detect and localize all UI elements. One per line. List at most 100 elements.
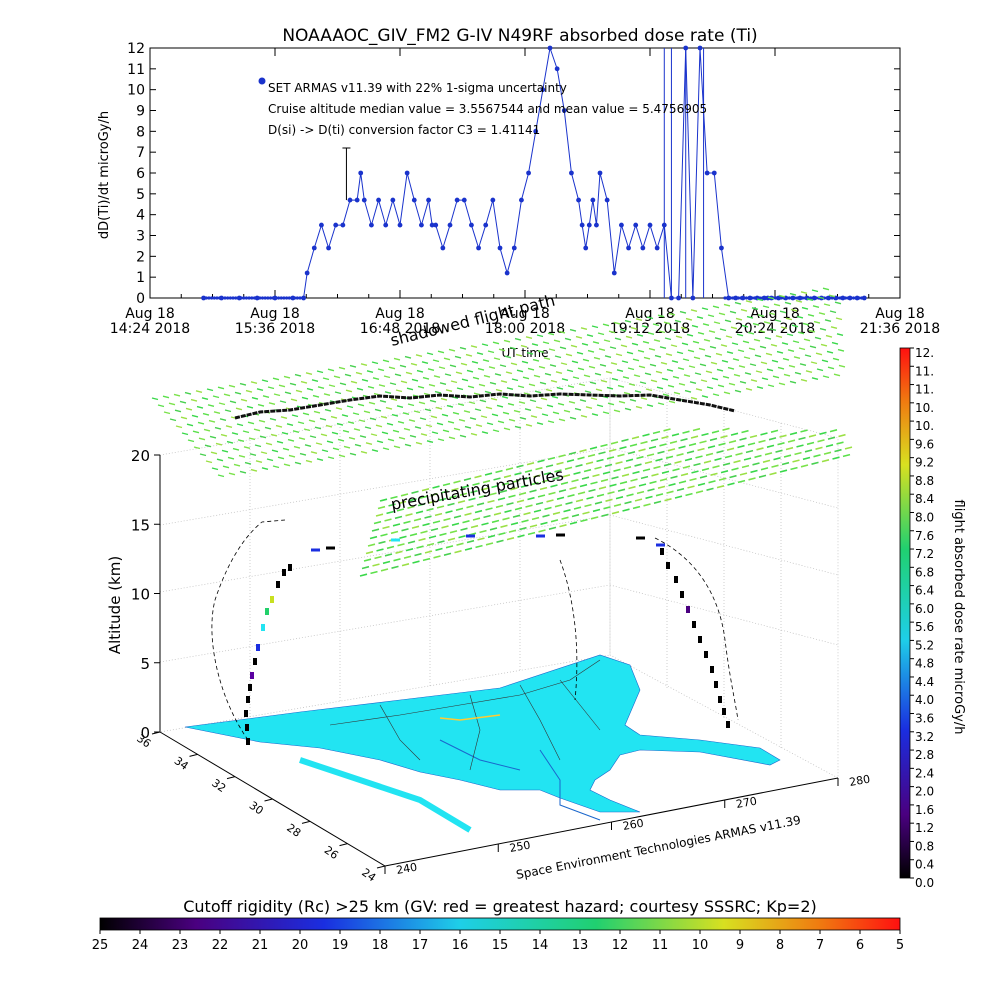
particle-arrow [406,387,414,391]
particle-arrow [642,468,651,472]
particle-arrow [666,368,674,372]
particle-arrow [514,472,522,476]
particle-arrow [811,461,819,465]
lat-tick [339,843,348,847]
particle-arrow [337,438,345,442]
particle-arrow [559,346,567,350]
particle-arrow [476,502,485,506]
particle-arrow [195,390,203,393]
particle-arrow [489,492,497,496]
particle-arrow [803,338,811,342]
longitude-ticks: 240 250 260 270 280 [384,773,871,877]
particle-arrow [300,380,308,384]
particle-arrow [484,390,492,394]
particle-arrow [688,365,696,369]
particle-arrow [518,492,527,496]
track-segment [246,696,250,703]
particle-arrow [439,532,447,537]
particle-arrow [658,330,666,334]
particle-arrow [238,454,246,458]
data-point [752,296,757,300]
data-point [319,222,324,228]
lat-tick-label: 34 [172,754,191,773]
z-tick-label: 5 [140,655,150,673]
particle-arrow [734,301,742,305]
particle-arrow [437,540,445,544]
particle-arrow [550,519,559,523]
particle-arrow [649,480,657,485]
annotation-text: Cruise altitude median value = 3.5567544… [268,102,707,116]
particle-arrow [729,474,737,479]
dose-colorbar-ticks: 0.0 0.4 0.8 1.2 1.6 2.0 2.4 2.8 3.2 3.6 4.0 4.4 4.8 5… [910,346,934,890]
data-point [268,296,273,300]
particle-arrow [354,443,362,447]
particle-arrow [520,344,528,348]
particle-arrow [787,349,795,352]
particle-arrow [396,508,405,512]
particle-arrow [671,433,680,437]
particle-arrow [448,436,456,440]
particle-arrow [420,433,428,436]
particle-arrow [380,415,388,419]
particle-arrow [277,456,285,460]
particle-arrow [349,364,357,368]
particle-arrow [566,369,574,373]
particle-arrow [393,445,401,449]
particle-arrow [642,433,650,437]
particle-arrow [506,502,514,506]
particle-arrow [602,323,610,327]
particle-arrow [652,323,660,327]
particle-arrow [584,390,592,394]
data-point [210,296,214,300]
particle-arrow [217,386,225,390]
particle-arrow [514,337,522,341]
particle-arrow [426,440,434,443]
particle-arrow [257,403,265,407]
data-point [483,222,489,228]
particle-arrow [407,540,416,544]
particle-arrow [495,504,504,509]
particle-arrow [437,350,445,354]
data-point [597,170,603,176]
particle-arrow [414,552,422,557]
particle-arrow [695,388,703,391]
particle-arrow [556,386,564,390]
data-point [201,296,206,300]
particle-arrow [367,385,375,389]
particle-arrow [832,456,840,460]
particle-arrow [743,356,751,360]
particle-arrow [526,462,535,466]
particle-arrow [714,337,722,340]
particle-arrow [739,380,747,384]
particle-arrow [358,419,366,423]
particle-arrow [703,460,712,464]
particle-arrow [554,504,563,508]
particle-arrow [278,384,286,388]
particle-arrow [186,423,194,427]
particle-arrow [598,451,606,455]
particle-arrow [699,440,707,444]
particle-arrow [782,357,790,361]
data-point [519,197,524,203]
particle-arrow [550,484,558,488]
particle-arrow [222,465,230,469]
particle-arrow [709,345,717,349]
cutoff-cbar-tick-label: 8 [776,938,784,953]
particle-arrow [233,463,241,467]
particle-arrow [531,481,539,486]
particle-arrow [657,485,666,489]
particle-arrow [459,492,468,496]
particle-arrow [473,392,481,396]
particle-arrow [180,416,188,420]
particle-arrow [837,348,845,352]
particle-arrow [678,382,686,386]
particle-arrow [464,547,473,551]
particle-arrow [819,327,827,331]
particle-arrow [168,402,176,406]
particle-arrow [470,345,478,348]
particle-arrow [517,534,525,538]
particle-arrow [720,344,728,347]
dose-cbar-tick-label: 0.8 [915,839,934,853]
particle-arrow [360,363,368,366]
data-point [244,296,249,300]
